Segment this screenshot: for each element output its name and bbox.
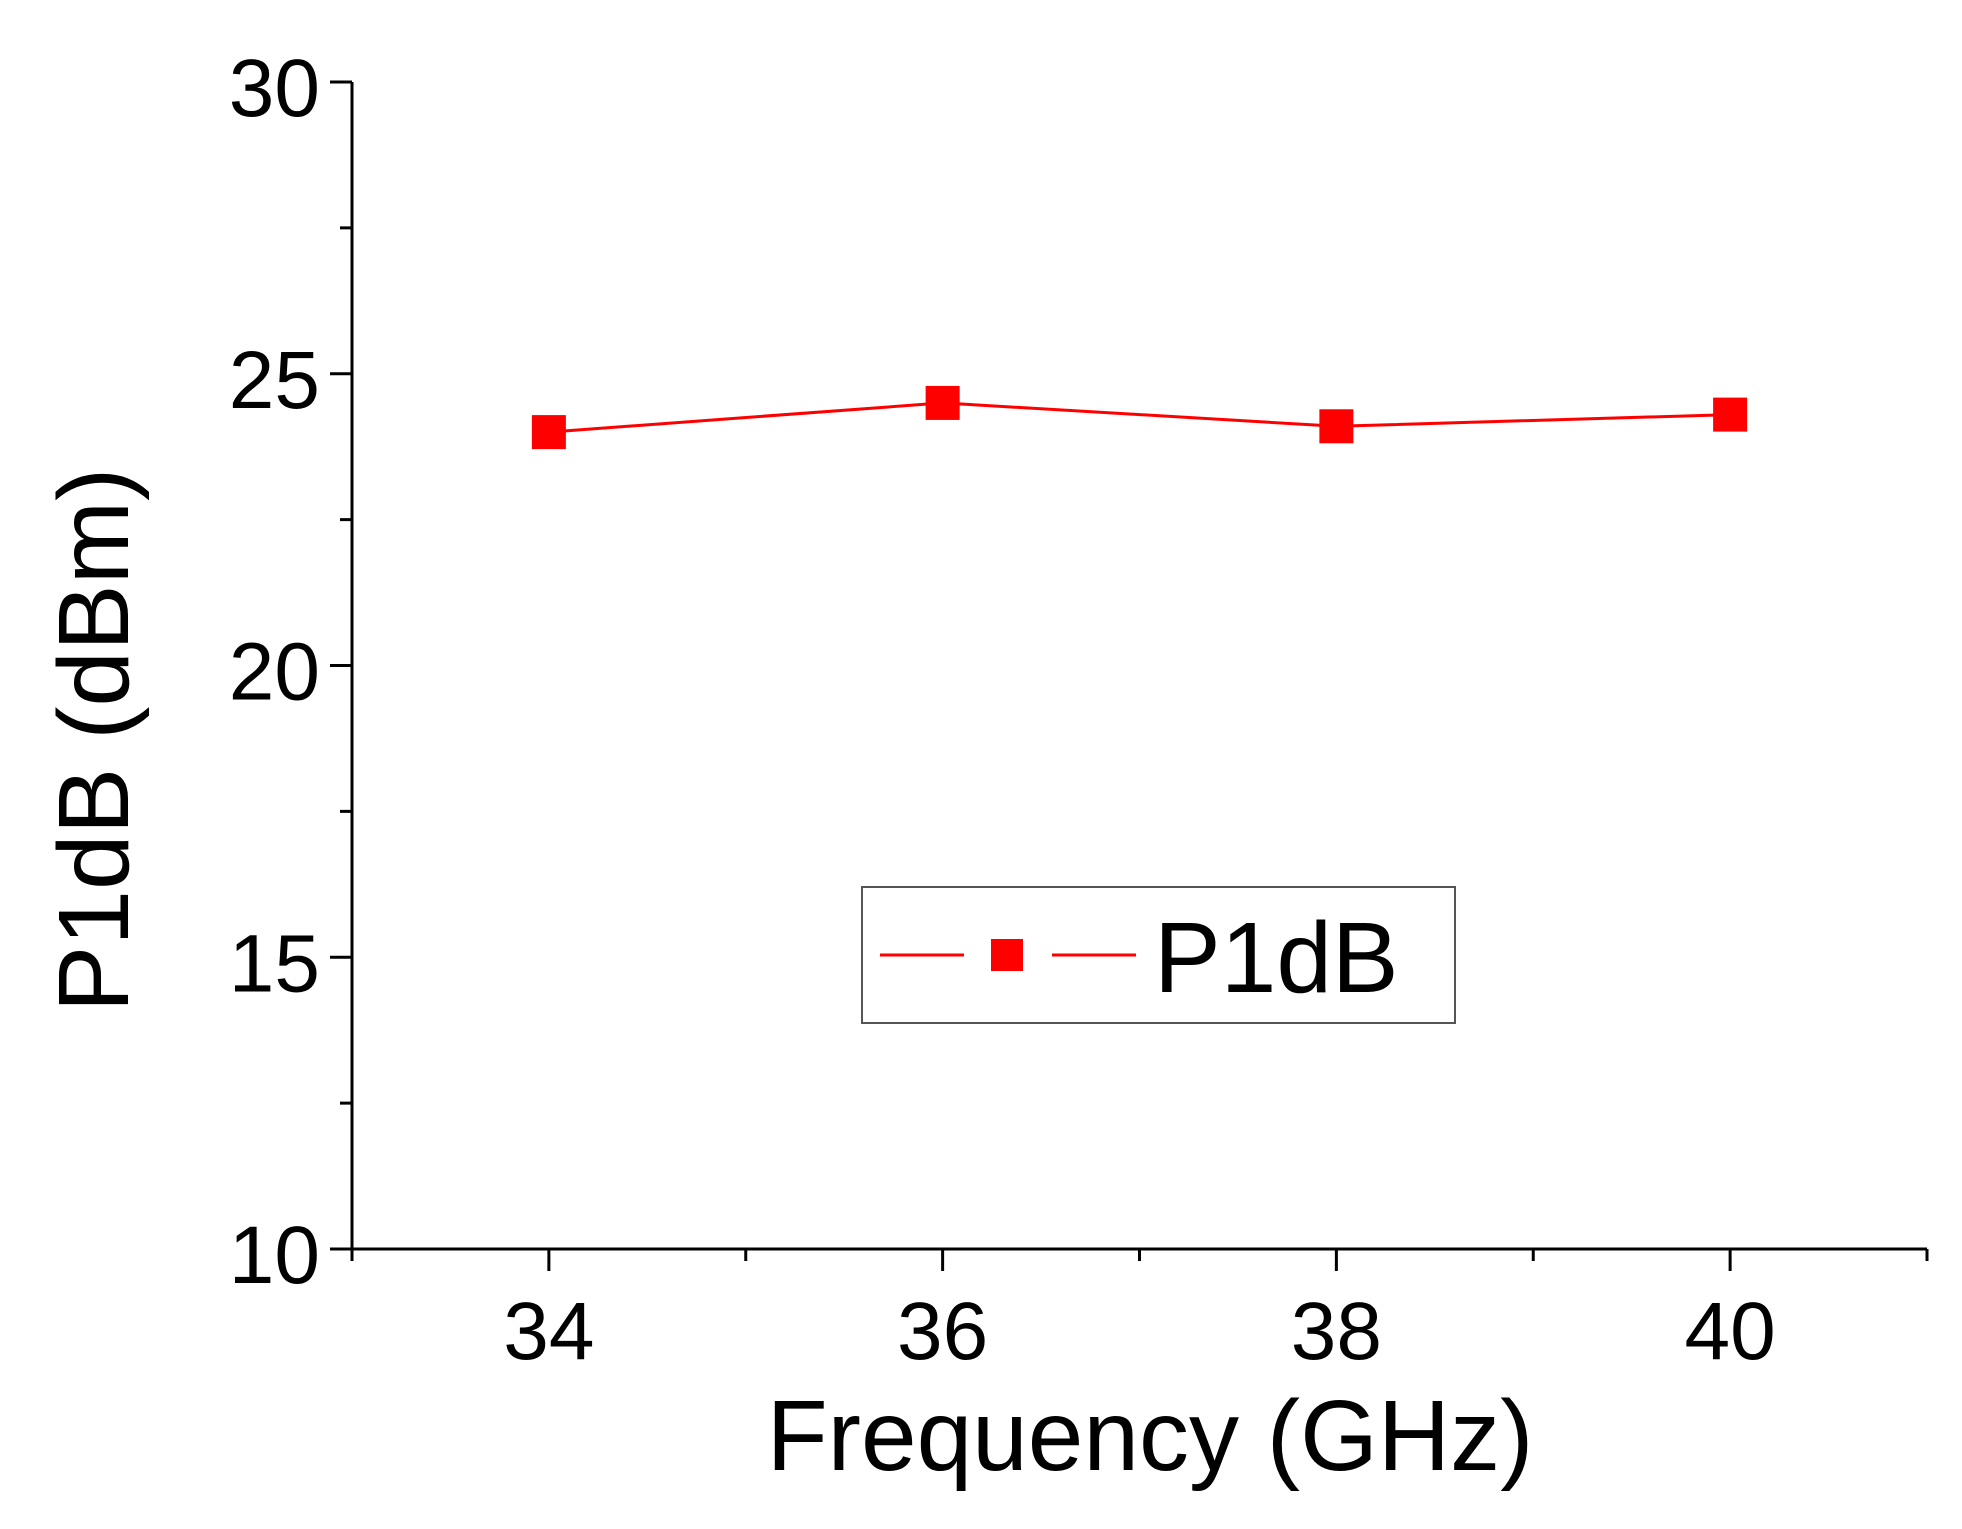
x-tick-label: 40 (1685, 1286, 1776, 1377)
axes-layer: 10 15 20 25 30 34 36 38 40 (229, 43, 1929, 1377)
x-axis-title: Frequency (GHz) (767, 1380, 1534, 1492)
y-axis-title: P1dB (dBm) (38, 468, 150, 1013)
axis-labels: Frequency (GHz) P1dB (dBm) (38, 468, 1533, 1492)
y-tick-label: 30 (229, 43, 320, 134)
series-line-p1db (548, 401, 1731, 434)
legend-marker (991, 939, 1023, 971)
x-tick-label: 38 (1291, 1286, 1382, 1377)
data-point-marker (1319, 409, 1354, 444)
y-tick-label: 25 (229, 335, 320, 426)
data-point-marker (531, 415, 566, 450)
data-point-marker (925, 385, 960, 420)
legend: P1dB (861, 886, 1456, 1024)
y-tick-label: 10 (229, 1210, 320, 1301)
x-tick-label: 34 (503, 1286, 594, 1377)
x-tick-label: 36 (897, 1286, 988, 1377)
data-point-marker (1713, 397, 1748, 432)
legend-label: P1dB (1154, 902, 1399, 1014)
y-tick-label: 15 (229, 918, 320, 1009)
series-layer (531, 385, 1748, 450)
y-tick-label: 20 (229, 627, 320, 718)
